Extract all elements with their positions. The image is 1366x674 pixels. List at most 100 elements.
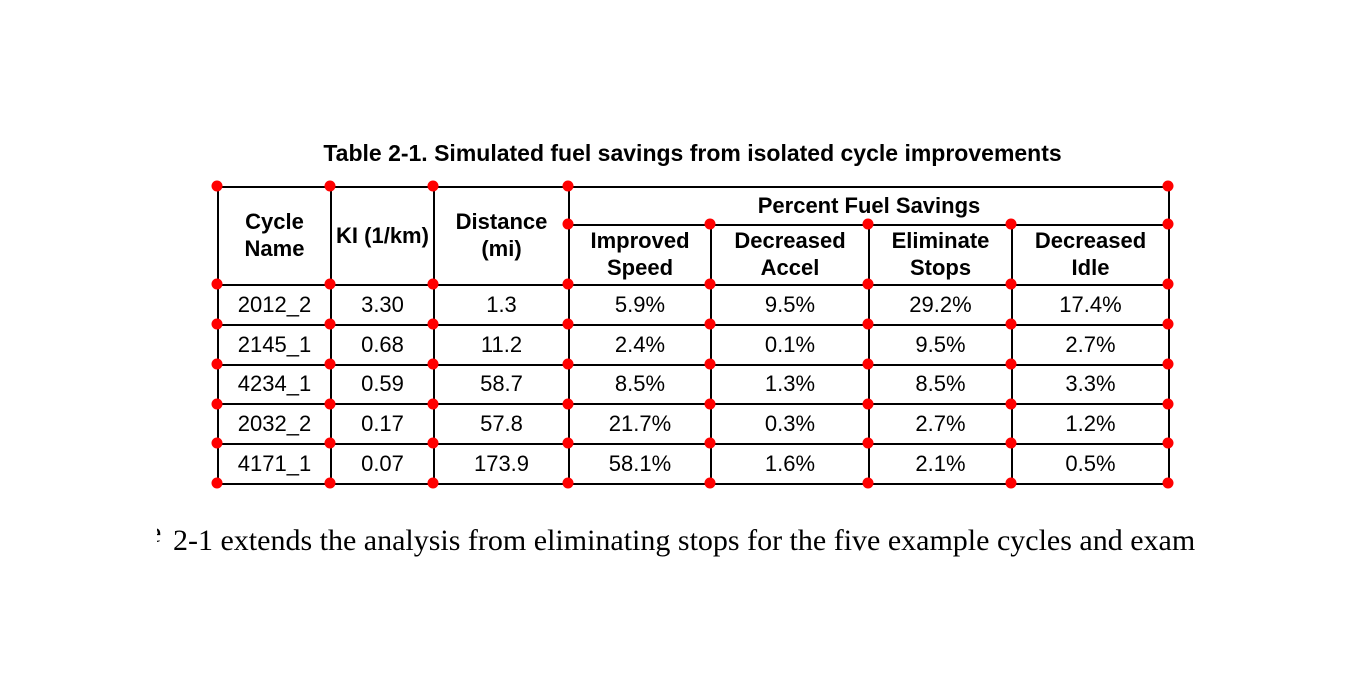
table-cell: 0.1% [710, 323, 870, 366]
corner-marker-dot[interactable] [1005, 218, 1017, 230]
table-cell: 8.5% [868, 363, 1013, 406]
corner-marker-dot[interactable] [1162, 318, 1174, 330]
corner-marker-dot[interactable] [1162, 477, 1174, 489]
corner-marker-dot[interactable] [1005, 278, 1017, 290]
table-cell: 0.07 [330, 443, 435, 485]
corner-marker-dot[interactable] [862, 318, 874, 330]
corner-marker-dot[interactable] [562, 398, 574, 410]
corner-marker-dot[interactable] [1005, 477, 1017, 489]
table-cell: 2012_2 [217, 284, 332, 326]
corner-marker-dot[interactable] [427, 398, 439, 410]
corner-marker-dot[interactable] [562, 358, 574, 370]
col-header-cycle-name: Cycle Name [217, 186, 332, 286]
table-cell: 2145_1 [217, 323, 332, 366]
col-header-decreased-accel: Decreased Accel [710, 224, 870, 286]
table-cell: 58.7 [433, 363, 570, 406]
table-cell: 1.3 [433, 284, 570, 326]
fuel-savings-table: Cycle Name KI (1/km) Distance (mi) Perce… [217, 186, 1170, 485]
corner-marker-dot[interactable] [427, 358, 439, 370]
table-cell: 2.7% [1011, 323, 1170, 366]
table-cell: 2032_2 [217, 403, 332, 446]
corner-marker-dot[interactable] [562, 218, 574, 230]
table-cell: 2.1% [868, 443, 1013, 485]
corner-marker-dot[interactable] [324, 477, 336, 489]
col-header-eliminate-stops: Eliminate Stops [868, 224, 1013, 286]
table-cell: 0.68 [330, 323, 435, 366]
corner-marker-dot[interactable] [427, 278, 439, 290]
col-header-decreased-idle: Decreased Idle [1011, 224, 1170, 286]
corner-marker-dot[interactable] [324, 398, 336, 410]
corner-marker-dot[interactable] [211, 278, 223, 290]
table-cell: 0.17 [330, 403, 435, 446]
corner-marker-dot[interactable] [562, 437, 574, 449]
corner-marker-dot[interactable] [324, 278, 336, 290]
table-cell: 4234_1 [217, 363, 332, 406]
corner-marker-dot[interactable] [1005, 358, 1017, 370]
table-cell: 173.9 [433, 443, 570, 485]
clipped-word-fragment: e [157, 516, 162, 550]
corner-marker-dot[interactable] [427, 437, 439, 449]
body-text-line: e 2-1 extends the analysis from eliminati… [157, 516, 1195, 558]
corner-marker-dot[interactable] [324, 437, 336, 449]
corner-marker-dot[interactable] [1005, 318, 1017, 330]
corner-marker-dot[interactable] [211, 318, 223, 330]
corner-marker-dot[interactable] [427, 318, 439, 330]
corner-marker-dot[interactable] [862, 477, 874, 489]
corner-marker-dot[interactable] [211, 437, 223, 449]
table-cell: 0.3% [710, 403, 870, 446]
corner-marker-dot[interactable] [562, 278, 574, 290]
corner-marker-dot[interactable] [862, 278, 874, 290]
corner-marker-dot[interactable] [1162, 437, 1174, 449]
corner-marker-dot[interactable] [211, 477, 223, 489]
corner-marker-dot[interactable] [862, 218, 874, 230]
data-table-container: Cycle Name KI (1/km) Distance (mi) Perce… [217, 186, 1170, 485]
corner-marker-dot[interactable] [324, 180, 336, 192]
corner-marker-dot[interactable] [704, 358, 716, 370]
body-text: 2-1 extends the analysis from eliminatin… [173, 524, 1196, 557]
corner-marker-dot[interactable] [1162, 180, 1174, 192]
table-row: 4234_1 0.59 58.7 8.5% 1.3% 8.5% 3.3% [217, 363, 1170, 406]
corner-marker-dot[interactable] [862, 358, 874, 370]
corner-marker-dot[interactable] [704, 437, 716, 449]
corner-marker-dot[interactable] [704, 278, 716, 290]
table-cell: 9.5% [710, 284, 870, 326]
corner-marker-dot[interactable] [1005, 437, 1017, 449]
table-cell: 1.2% [1011, 403, 1170, 446]
corner-marker-dot[interactable] [1162, 218, 1174, 230]
corner-marker-dot[interactable] [211, 398, 223, 410]
col-header-distance: Distance (mi) [433, 186, 570, 286]
col-header-improved-speed: Improved Speed [568, 224, 712, 286]
corner-marker-dot[interactable] [324, 358, 336, 370]
corner-marker-dot[interactable] [704, 218, 716, 230]
corner-marker-dot[interactable] [562, 318, 574, 330]
corner-marker-dot[interactable] [862, 398, 874, 410]
table-cell: 8.5% [568, 363, 712, 406]
corner-marker-dot[interactable] [211, 358, 223, 370]
corner-marker-dot[interactable] [1162, 278, 1174, 290]
corner-marker-dot[interactable] [1005, 398, 1017, 410]
table-cell: 1.6% [710, 443, 870, 485]
table-cell: 5.9% [568, 284, 712, 326]
corner-marker-dot[interactable] [704, 398, 716, 410]
corner-marker-dot[interactable] [862, 437, 874, 449]
corner-marker-dot[interactable] [562, 477, 574, 489]
corner-marker-dot[interactable] [1162, 358, 1174, 370]
table-cell: 2.7% [868, 403, 1013, 446]
corner-marker-dot[interactable] [562, 180, 574, 192]
table-row: 4171_1 0.07 173.9 58.1% 1.6% 2.1% 0.5% [217, 443, 1170, 485]
corner-marker-dot[interactable] [324, 318, 336, 330]
corner-marker-dot[interactable] [1162, 398, 1174, 410]
table-cell: 1.3% [710, 363, 870, 406]
corner-marker-dot[interactable] [211, 180, 223, 192]
table-cell: 9.5% [868, 323, 1013, 366]
table-caption: Table 2-1. Simulated fuel savings from i… [323, 140, 1062, 166]
table-cell: 17.4% [1011, 284, 1170, 326]
table-row: 2032_2 0.17 57.8 21.7% 0.3% 2.7% 1.2% [217, 403, 1170, 446]
corner-marker-dot[interactable] [704, 318, 716, 330]
corner-marker-dot[interactable] [704, 477, 716, 489]
table-cell: 21.7% [568, 403, 712, 446]
corner-marker-dot[interactable] [427, 180, 439, 192]
corner-marker-dot[interactable] [427, 477, 439, 489]
table-cell: 0.59 [330, 363, 435, 406]
